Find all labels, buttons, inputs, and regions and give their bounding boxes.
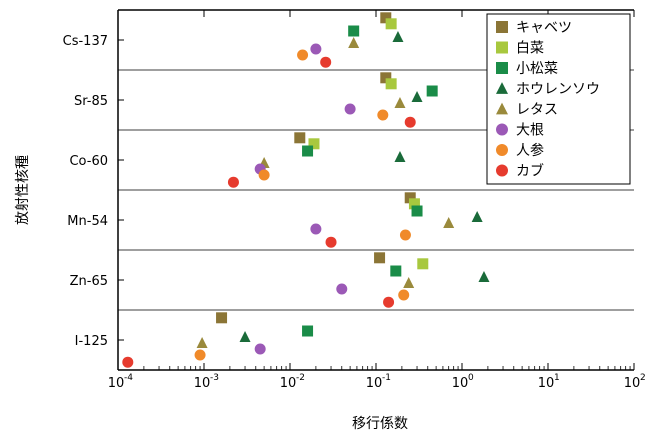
data-point-square [294, 132, 306, 144]
data-point-square [385, 78, 397, 90]
data-points [122, 12, 490, 368]
x-tick-label: 10 [624, 376, 641, 391]
data-point-triangle [348, 37, 360, 48]
x-tick-label: 10 [366, 376, 383, 391]
data-point-circle [399, 229, 411, 241]
legend-label: 白菜 [516, 41, 544, 57]
x-tick-label: 10 [194, 376, 211, 391]
data-point-circle [297, 49, 309, 61]
y-tick-labels: Cs-137 Sr-85 Co-60 Mn-54 Zn-65 I-125 [63, 34, 124, 349]
x-axis-title: 移行係数 [352, 416, 408, 432]
x-tick-label-exponent: -4 [124, 373, 133, 383]
data-point-square [348, 25, 360, 37]
y-tick-label: I-125 [75, 334, 108, 349]
data-point-square [411, 205, 423, 217]
data-point-square [404, 192, 416, 204]
data-point-triangle [443, 217, 455, 228]
data-point-triangle [196, 337, 208, 348]
data-point-circle [404, 116, 416, 128]
legend-label: 大根 [516, 123, 544, 139]
data-point-circle [496, 144, 508, 156]
data-point-circle [344, 103, 356, 115]
data-point-square [302, 145, 314, 157]
data-point-circle [325, 236, 337, 248]
data-point-square [302, 325, 314, 337]
data-point-square [496, 41, 508, 54]
data-point-square [216, 312, 228, 324]
data-point-triangle [394, 97, 406, 108]
data-point-square [496, 62, 508, 74]
data-point-triangle [471, 211, 483, 222]
x-tick-label: 10 [108, 376, 125, 391]
x-tick-label: 10 [280, 376, 297, 391]
data-point-circle [254, 343, 266, 355]
data-point-triangle [392, 31, 404, 42]
x-ticks: 10 -4 10 -3 10 -2 10 -1 10 0 10 1 10 2 [108, 10, 646, 391]
data-point-square [426, 85, 438, 97]
data-point-square [390, 265, 402, 277]
x-tick-label: 10 [452, 376, 469, 391]
data-point-circle [383, 296, 395, 308]
data-point-circle [377, 109, 389, 121]
data-point-square [385, 18, 397, 30]
data-point-triangle [478, 271, 490, 282]
legend-label: 小松菜 [516, 61, 558, 77]
y-axis-title: 放射性核種 [15, 155, 31, 225]
legend-box [486, 13, 631, 185]
y-tick-label: Co-60 [69, 154, 108, 169]
data-point-square [417, 258, 429, 270]
data-point-triangle [411, 91, 423, 102]
y-tick-label: Sr-85 [74, 94, 108, 109]
data-point-circle [398, 289, 410, 301]
data-point-circle [227, 176, 239, 188]
data-point-circle [496, 123, 508, 136]
data-point-triangle [496, 82, 508, 94]
data-point-circle [320, 56, 332, 68]
data-point-circle [122, 356, 134, 368]
x-tick-label-exponent: -2 [296, 373, 305, 383]
data-point-circle [194, 349, 206, 361]
x-tick-label-exponent: 0 [468, 373, 474, 383]
y-tick-label: Cs-137 [63, 34, 108, 49]
data-point-circle [258, 169, 270, 181]
data-point-square [496, 21, 508, 33]
data-point-triangle [239, 331, 251, 342]
data-point-square [374, 252, 386, 264]
legend-label: ホウレンソウ [516, 82, 600, 98]
data-point-circle [336, 283, 348, 295]
data-point-square [408, 198, 420, 210]
legend-label: レタス [516, 102, 558, 118]
data-point-triangle [394, 151, 406, 162]
data-point-circle [310, 43, 322, 55]
data-point-square [380, 72, 392, 84]
data-point-square [380, 12, 392, 24]
legend-label: カブ [516, 163, 544, 180]
x-tick-label-exponent: -1 [382, 373, 391, 383]
x-tick-label-exponent: 2 [640, 373, 646, 383]
data-point-circle [310, 223, 322, 235]
data-point-triangle [496, 102, 508, 115]
data-point-circle [496, 164, 508, 177]
data-point-square [308, 138, 320, 150]
y-tick-label: Zn-65 [70, 274, 108, 289]
y-tick-label: Mn-54 [67, 214, 108, 229]
x-tick-label-exponent: 1 [554, 373, 560, 383]
legend-label: キャベツ [516, 20, 572, 36]
x-tick-label-exponent: -3 [210, 373, 219, 383]
x-tick-label: 10 [538, 376, 555, 391]
legend-label: 人参 [516, 142, 544, 159]
data-point-triangle [403, 277, 415, 288]
